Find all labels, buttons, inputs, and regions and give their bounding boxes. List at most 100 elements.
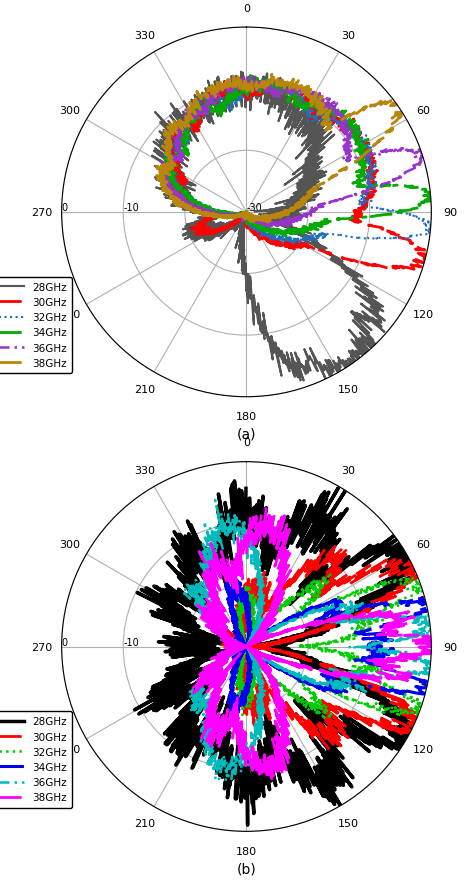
28GHz (224, 98, 229, 109)
36GHz (244, 528, 249, 539)
30GHz (247, 222, 253, 232)
32GHz (244, 207, 249, 218)
28GHz (280, 97, 286, 108)
32GHz (187, 193, 192, 204)
36GHz (251, 729, 256, 740)
30GHz (261, 589, 267, 600)
32GHz (235, 591, 240, 602)
36GHz (181, 192, 187, 203)
28GHz (214, 634, 220, 645)
38GHz (243, 82, 249, 92)
28GHz (224, 101, 230, 112)
28GHz (343, 486, 348, 496)
28GHz (224, 531, 229, 541)
Line: 36GHz: 36GHz (160, 76, 424, 228)
36GHz (284, 84, 290, 95)
30GHz (244, 89, 249, 100)
Line: 36GHz: 36GHz (184, 501, 431, 781)
30GHz (255, 689, 261, 700)
28GHz (186, 193, 192, 204)
36GHz (244, 207, 249, 218)
36GHz (426, 610, 431, 621)
30GHz (221, 86, 227, 97)
32GHz (236, 599, 241, 610)
30GHz (408, 556, 413, 567)
28GHz (244, 83, 249, 94)
34GHz (244, 604, 249, 615)
30GHz (172, 190, 178, 200)
28GHz (252, 299, 257, 310)
38GHz (244, 209, 249, 220)
38GHz (286, 79, 292, 89)
36GHz (243, 540, 249, 550)
28GHz (280, 532, 286, 542)
34GHz (244, 587, 249, 597)
28GHz (278, 777, 284, 788)
28GHz (373, 339, 378, 350)
30GHz (244, 592, 249, 602)
34GHz (428, 188, 433, 198)
30GHz (244, 214, 250, 224)
36GHz (245, 212, 251, 222)
38GHz (392, 97, 398, 107)
Line: 32GHz: 32GHz (163, 79, 431, 245)
38GHz (233, 583, 238, 594)
30GHz (243, 89, 249, 100)
38GHz (244, 210, 250, 221)
38GHz (284, 519, 290, 530)
38GHz (229, 562, 235, 572)
30GHz (241, 626, 246, 637)
34GHz (239, 641, 245, 651)
32GHz (416, 575, 422, 586)
32GHz (244, 592, 249, 602)
34GHz (283, 89, 289, 99)
Line: 30GHz: 30GHz (222, 547, 418, 749)
34GHz (233, 585, 239, 595)
32GHz (244, 86, 249, 97)
34GHz (246, 649, 251, 659)
32GHz (248, 693, 254, 703)
36GHz (244, 207, 249, 218)
30GHz (244, 586, 249, 596)
32GHz (244, 606, 249, 617)
36GHz (418, 146, 424, 157)
34GHz (233, 581, 238, 592)
Line: 28GHz: 28GHz (135, 481, 414, 825)
36GHz (259, 702, 264, 712)
36GHz (243, 82, 249, 92)
36GHz (221, 521, 227, 532)
28GHz (216, 489, 221, 500)
36GHz (258, 598, 264, 609)
38GHz (244, 207, 249, 218)
34GHz (244, 208, 249, 219)
32GHz (244, 641, 249, 652)
32GHz (247, 633, 253, 643)
32GHz (285, 84, 291, 95)
Line: 38GHz: 38GHz (189, 509, 431, 779)
32GHz (428, 217, 434, 228)
36GHz (223, 528, 229, 539)
34GHz (423, 598, 429, 609)
34GHz (244, 207, 249, 218)
32GHz (224, 100, 230, 111)
Text: (b): (b) (237, 861, 256, 875)
38GHz (244, 85, 249, 96)
34GHz (244, 641, 249, 652)
30GHz (222, 87, 228, 97)
28GHz (244, 523, 249, 533)
Line: 28GHz: 28GHz (152, 73, 385, 381)
34GHz (223, 97, 229, 107)
36GHz (244, 641, 249, 652)
32GHz (243, 82, 249, 93)
38GHz (166, 189, 172, 199)
38GHz (243, 542, 249, 553)
28GHz (244, 207, 249, 218)
34GHz (244, 640, 250, 650)
38GHz (219, 77, 225, 88)
34GHz (245, 211, 250, 222)
32GHz (224, 98, 229, 109)
Legend: 28GHz, 30GHz, 32GHz, 34GHz, 36GHz, 38GHz: 28GHz, 30GHz, 32GHz, 34GHz, 36GHz, 38GHz (0, 277, 73, 374)
Line: 32GHz: 32GHz (228, 574, 423, 719)
Line: 34GHz: 34GHz (226, 577, 428, 720)
38GHz (244, 641, 249, 652)
